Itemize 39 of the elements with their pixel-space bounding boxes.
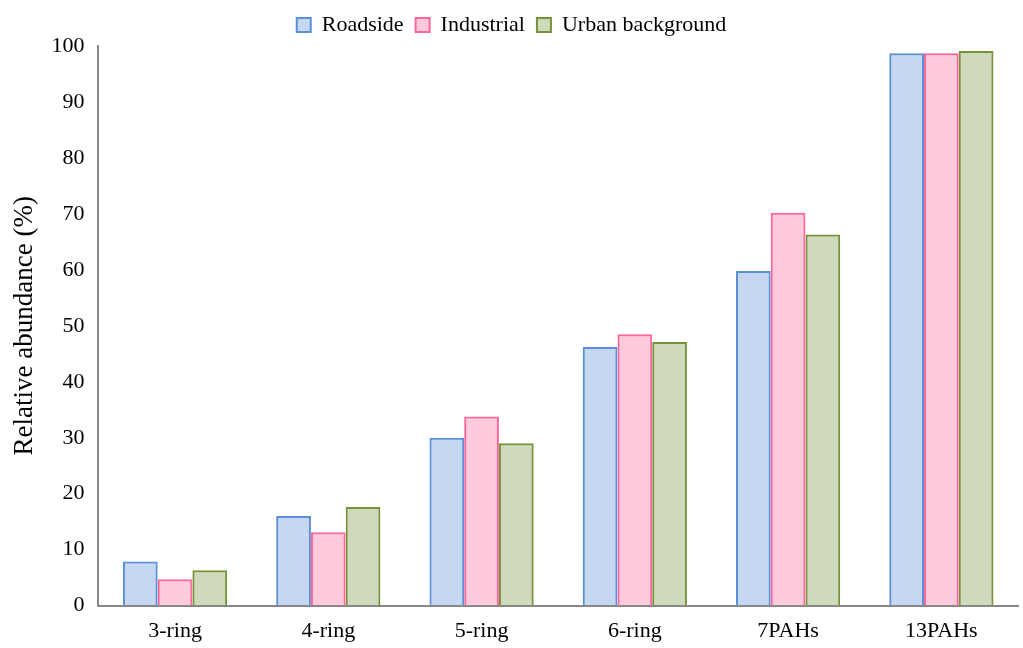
legend-label: Urban background [561,10,727,36]
y-axis-title: Relative abundance (%) [8,196,39,456]
y-tick-label: 40 [62,367,85,393]
x-tick-label: 3-ring [148,616,202,642]
legend-label: Roadside [321,10,404,36]
bar [889,53,924,606]
bar [958,51,994,606]
y-tick-label: 80 [62,143,85,169]
x-tick-label: 6-ring [607,616,662,642]
bar [429,437,465,606]
x-tick-label: 5-ring [454,616,509,642]
bar [652,342,687,606]
legend-label: Industrial [440,10,525,36]
bar [310,532,346,606]
y-tick-label: 50 [62,311,85,337]
y-tick-label: 10 [62,535,85,561]
x-tick-label: 4-ring [301,616,356,642]
bar [122,561,158,606]
y-tick-label: 60 [62,255,85,281]
bar [617,334,653,606]
bar [735,270,771,606]
bar [464,416,499,606]
bar [345,507,381,606]
y-tick-label: 20 [62,479,85,505]
y-tick-label: 90 [62,87,85,113]
x-tick-label: 7PAHs [757,616,819,642]
bar [582,347,618,606]
y-tick-label: 70 [62,199,85,225]
y-tick-label: 30 [62,423,85,449]
bar [924,53,959,606]
x-tick-label: 13PAHs [905,616,978,642]
bar [770,212,806,606]
bar [498,443,534,606]
bar [157,579,193,606]
bar [192,570,228,606]
y-tick-label: 0 [73,591,85,617]
y-tick-label: 100 [51,31,85,57]
bar [805,234,841,606]
bar [276,516,311,606]
